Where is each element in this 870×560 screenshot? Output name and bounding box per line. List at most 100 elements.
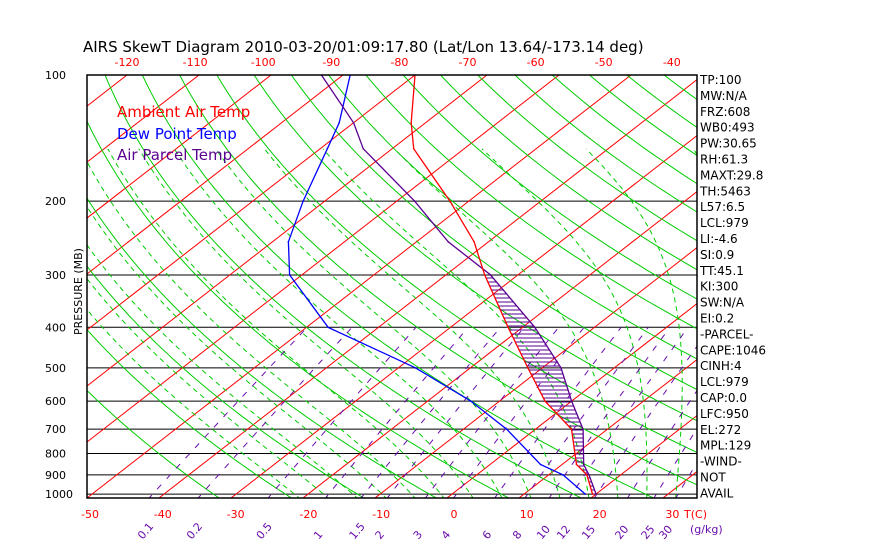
pressure-tick-label: 300 [45, 269, 66, 282]
temp-data-point [527, 367, 529, 369]
isotherm-line [87, 75, 272, 219]
cape-hatched-area [484, 274, 597, 495]
moist-adiabat-line [585, 148, 683, 498]
sounding-index-label: TP:100 [699, 73, 742, 87]
parcel-data-point [362, 147, 365, 150]
sounding-index-label: AVAIL [700, 486, 734, 500]
dry-adiabat-line [87, 265, 365, 498]
temp-data-point [410, 121, 412, 124]
isotherm-line [87, 75, 632, 498]
moist-adiabat-line [173, 148, 503, 498]
sounding-index-label: LI:-4.6 [700, 232, 738, 246]
parcel-data-point [533, 326, 536, 329]
temp-data-point [412, 147, 415, 150]
temp-data-point [575, 463, 578, 466]
mixing-ratio-tick-label: 4 [439, 528, 453, 542]
mixing-ratio-tick-label: 30 [656, 523, 675, 542]
sounding-index-label: -WIND- [700, 455, 742, 469]
dry-adiabat-line [365, 75, 697, 330]
pressure-tick-label: 400 [45, 321, 66, 334]
isotherm-line [805, 66, 870, 500]
isotherm-line [87, 75, 416, 331]
dew-data-point [338, 121, 340, 124]
sounding-index-label: RH:61.3 [700, 153, 748, 167]
sounding-index-label: FRZ:608 [700, 105, 750, 119]
temp-data-point [473, 240, 475, 243]
legend-air-parcel-temp: Air Parcel Temp [117, 146, 232, 164]
dew-data-point [327, 326, 329, 329]
pressure-tick-label: 900 [45, 469, 66, 482]
dew-data-point [539, 463, 542, 466]
temp-data-point [544, 400, 546, 402]
dry-adiabat-line [87, 120, 510, 498]
parcel-data-point [582, 428, 584, 430]
dry-adiabat-line [762, 66, 870, 500]
temp-data-point [591, 493, 594, 495]
isotherm-line [446, 302, 697, 498]
dry-adiabat-line [253, 75, 697, 422]
mixing-ratio-tick-label: 2 [373, 528, 387, 542]
mixing-ratio-line [267, 326, 417, 498]
mixing-ratio-line [324, 326, 469, 498]
bottom-temp-tick-label: 10 [520, 508, 534, 521]
top-temp-tick-label: -90 [322, 56, 340, 69]
mixing-ratio-tick-label: 25 [639, 523, 658, 542]
pressure-tick-label: 800 [45, 447, 66, 460]
bottom-temp-tick-label: -40 [154, 508, 172, 521]
moist-adiabat-line [481, 148, 648, 498]
mixing-ratio-line [386, 326, 525, 498]
sounding-index-label: CAPE:1046 [700, 343, 766, 357]
moist-adiabat-line [138, 148, 474, 498]
mixing-ratio-line [148, 326, 308, 498]
temp-data-point [483, 274, 486, 276]
mixing-ratio-tick-label: 6 [480, 528, 494, 542]
moist-adiabat-line [215, 148, 532, 498]
dry-adiabat-line [87, 328, 293, 498]
isotherm-line [87, 75, 560, 443]
sounding-index-label: CINH:4 [700, 359, 742, 373]
sounding-index-label: -PARCEL- [700, 327, 754, 341]
bottom-temp-tick-label: 0 [451, 508, 458, 521]
dry-adiabat-line [799, 66, 870, 500]
mixing-ratio-tick-label: 10 [534, 523, 553, 542]
parcel-data-point [489, 274, 492, 276]
bottom-temp-tick-label: 30 [665, 508, 679, 521]
dew-data-point [288, 274, 291, 276]
bottom-temp-tick-label: -30 [227, 508, 245, 521]
sounding-index-label: TH:5463 [699, 184, 751, 198]
sounding-index-label: NOT [700, 471, 726, 485]
mixing-ratio-tick-label: 3 [411, 528, 425, 542]
isotherm-line [158, 79, 697, 498]
parcel-data-point [413, 200, 416, 202]
temp-data-point [570, 428, 573, 430]
moist-adiabat-line [107, 148, 445, 498]
dry-adiabat-line [439, 75, 697, 271]
y-axis-label: PRESSURE (MB) [72, 248, 85, 335]
parcel-data-point [588, 474, 590, 476]
parcel-data-point [560, 367, 562, 369]
temp-data-point [507, 326, 509, 329]
sounding-index-label: LCL:979 [700, 216, 749, 230]
sounding-index-label: MW:N/A [700, 89, 748, 103]
isotherm-line [374, 246, 697, 498]
dew-data-point [287, 240, 290, 243]
isotherm-line [590, 414, 697, 498]
dry-adiabat-line [179, 75, 697, 486]
mixing-ratio-tick-label: 0.5 [254, 520, 275, 542]
dry-adiabat-line [402, 75, 697, 300]
top-temp-tick-label: -120 [115, 56, 140, 69]
pressure-tick-label: 100 [45, 69, 66, 82]
dew-data-point [326, 147, 329, 150]
x-axis-label: T(C) [683, 508, 707, 521]
dew-data-point [562, 474, 564, 476]
mixing-ratio-unit-label: (g/kg) [690, 523, 723, 536]
dry-adiabat-line [663, 75, 697, 101]
bottom-temp-tick-label: -10 [372, 508, 390, 521]
chart-title: AIRS SkewT Diagram 2010-03-20/01:09:17.8… [83, 38, 644, 56]
mixing-ratio-line [548, 327, 671, 498]
dew-data-point [414, 367, 417, 369]
temp-data-point [586, 474, 588, 476]
dry-adiabat-line [216, 75, 697, 453]
dry-adiabat-line [87, 389, 220, 498]
bottom-temp-tick-label: -50 [81, 508, 99, 521]
